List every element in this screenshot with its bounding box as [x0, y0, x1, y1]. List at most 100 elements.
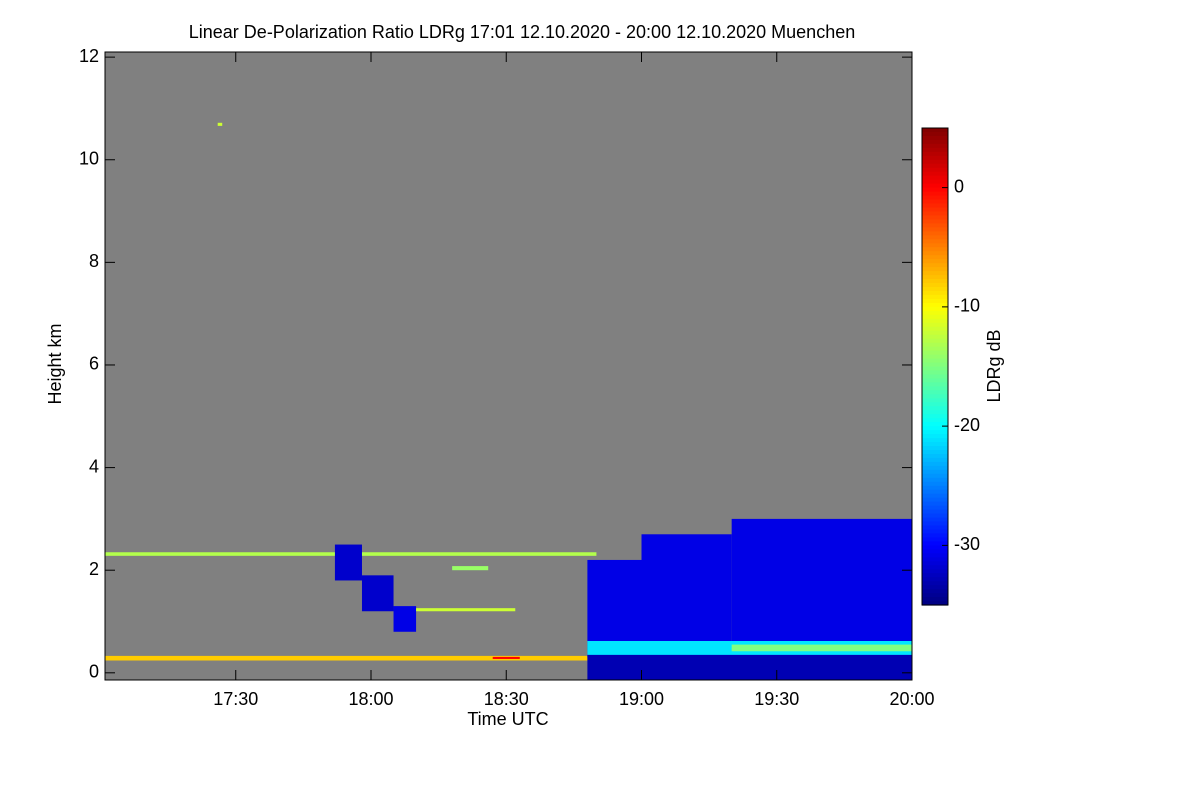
x-axis-label: Time UTC: [467, 709, 548, 729]
colorbar-swatch: [922, 557, 948, 562]
colorbar-swatch: [922, 418, 948, 423]
colorbar-swatch: [922, 131, 948, 137]
colorbar-swatch: [922, 410, 948, 415]
colorbar-tick-label: -30: [954, 534, 980, 554]
colorbar-swatch: [922, 521, 948, 527]
colorbar-swatch: [922, 453, 948, 459]
colorbar-swatch: [922, 485, 948, 491]
colorbar-swatch: [922, 537, 948, 542]
colorbar-swatch: [922, 422, 948, 427]
colorbar-swatch: [922, 191, 948, 197]
colorbar-swatch: [922, 493, 948, 499]
data-cell: [416, 608, 516, 612]
colorbar-swatch: [922, 227, 948, 232]
data-cell: [105, 655, 588, 661]
colorbar-swatch: [922, 473, 948, 479]
colorbar-swatch: [922, 505, 948, 511]
y-tick-label: 8: [89, 251, 99, 271]
colorbar-swatch: [922, 402, 948, 407]
colorbar-swatch: [922, 497, 948, 503]
colorbar-swatch: [922, 306, 948, 312]
colorbar-swatch: [922, 155, 948, 161]
colorbar-swatch: [922, 139, 948, 145]
colorbar-swatch: [922, 593, 948, 598]
x-tick-label: 19:30: [754, 689, 799, 709]
data-cell: [361, 575, 394, 612]
colorbar-swatch: [922, 215, 948, 221]
colorbar-swatch: [922, 271, 948, 276]
colorbar-swatch: [922, 167, 948, 173]
x-tick-label: 18:30: [484, 689, 529, 709]
colorbar-swatch: [922, 267, 948, 272]
data-cell: [731, 644, 912, 652]
colorbar-swatch: [922, 426, 948, 431]
colorbar-swatch: [922, 175, 948, 181]
colorbar-swatch: [922, 549, 948, 554]
colorbar-swatch: [922, 529, 948, 535]
colorbar-swatch: [922, 346, 948, 352]
colorbar-swatch: [922, 406, 948, 411]
colorbar-swatch: [922, 382, 948, 387]
colorbar-swatch: [922, 255, 948, 260]
data-cell: [731, 518, 912, 663]
data-cell: [393, 606, 417, 632]
colorbar-swatch: [922, 533, 948, 539]
colorbar-swatch: [922, 294, 948, 300]
colorbar-swatch: [922, 223, 948, 228]
colorbar-swatch: [922, 143, 948, 149]
colorbar-swatch: [922, 358, 948, 364]
colorbar-swatch: [922, 366, 948, 372]
colorbar-swatch: [922, 581, 948, 586]
colorbar-swatch: [922, 374, 948, 380]
colorbar-swatch: [922, 541, 948, 546]
colorbar-swatch: [922, 310, 948, 316]
y-tick-label: 12: [79, 46, 99, 66]
colorbar-swatch: [922, 239, 948, 244]
colorbar-swatch: [922, 457, 948, 463]
colorbar-swatch: [922, 251, 948, 256]
colorbar-swatch: [922, 446, 948, 451]
colorbar-swatch: [922, 259, 948, 264]
colorbar-swatch: [922, 513, 948, 519]
colorbar-swatch: [922, 386, 948, 391]
colorbar-swatch: [922, 147, 948, 153]
data-cell: [217, 122, 223, 126]
data-cell: [587, 654, 912, 680]
colorbar-swatch: [922, 211, 948, 217]
colorbar-swatch: [922, 338, 948, 344]
y-tick-label: 4: [89, 456, 99, 476]
colorbar-swatch: [922, 231, 948, 236]
colorbar-swatch: [922, 302, 948, 308]
colorbar-swatch: [922, 362, 948, 368]
colorbar-swatch: [922, 573, 948, 578]
colorbar-swatch: [922, 330, 948, 336]
colorbar-swatch: [922, 489, 948, 495]
colorbar-swatch: [922, 561, 948, 566]
colorbar-swatch: [922, 243, 948, 248]
colorbar-label: LDRg dB: [984, 329, 1004, 402]
y-axis-label: Height km: [45, 323, 65, 404]
colorbar-swatch: [922, 279, 948, 284]
y-tick-label: 10: [79, 148, 99, 168]
colorbar-swatch: [922, 461, 948, 467]
colorbar-swatch: [922, 370, 948, 376]
colorbar-swatch: [922, 577, 948, 582]
colorbar-swatch: [922, 283, 948, 288]
colorbar-swatch: [922, 207, 948, 213]
data-cell: [492, 656, 520, 659]
colorbar-swatch: [922, 438, 948, 443]
colorbar-swatch: [922, 203, 948, 209]
colorbar-swatch: [922, 183, 948, 189]
colorbar-swatch: [922, 434, 948, 439]
colorbar-tick-label: -20: [954, 415, 980, 435]
y-tick-label: 0: [89, 662, 99, 682]
colorbar-swatch: [922, 219, 948, 224]
colorbar-swatch: [922, 318, 948, 324]
colorbar-swatch: [922, 199, 948, 205]
colorbar-swatch: [922, 477, 948, 483]
x-tick-label: 19:00: [619, 689, 664, 709]
colorbar-swatch: [922, 517, 948, 523]
colorbar-swatch: [922, 135, 948, 141]
colorbar-tick-label: -10: [954, 296, 980, 316]
x-tick-label: 20:00: [889, 689, 934, 709]
